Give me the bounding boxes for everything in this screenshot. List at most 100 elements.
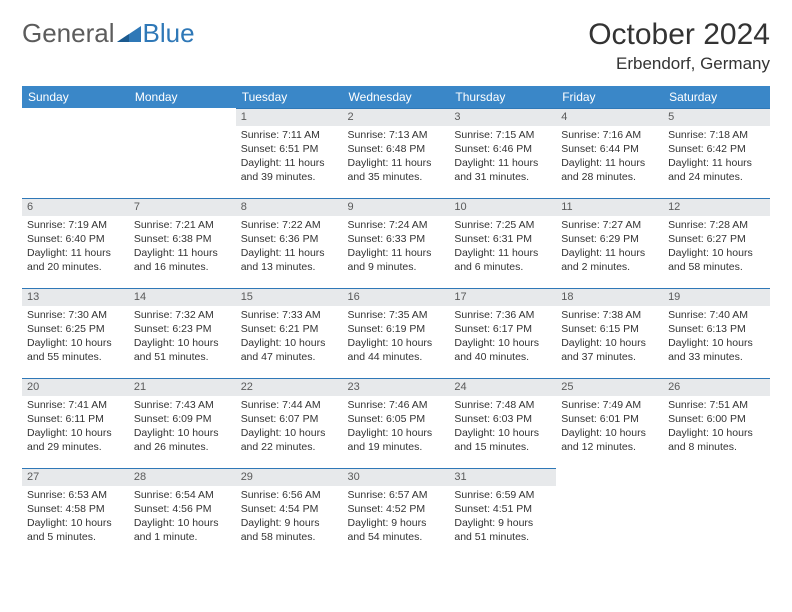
day-content: Sunrise: 7:28 AMSunset: 6:27 PMDaylight:… bbox=[663, 216, 770, 281]
day-number: 22 bbox=[236, 378, 343, 396]
calendar-cell: 26Sunrise: 7:51 AMSunset: 6:00 PMDayligh… bbox=[663, 378, 770, 468]
day-content: Sunrise: 7:44 AMSunset: 6:07 PMDaylight:… bbox=[236, 396, 343, 461]
day-content: Sunrise: 6:53 AMSunset: 4:58 PMDaylight:… bbox=[22, 486, 129, 551]
day-number: 28 bbox=[129, 468, 236, 486]
calendar-cell: 21Sunrise: 7:43 AMSunset: 6:09 PMDayligh… bbox=[129, 378, 236, 468]
day-content: Sunrise: 7:21 AMSunset: 6:38 PMDaylight:… bbox=[129, 216, 236, 281]
day-content: Sunrise: 7:33 AMSunset: 6:21 PMDaylight:… bbox=[236, 306, 343, 371]
logo-general-text: General bbox=[22, 18, 115, 49]
day-content: Sunrise: 7:38 AMSunset: 6:15 PMDaylight:… bbox=[556, 306, 663, 371]
day-number: 13 bbox=[22, 288, 129, 306]
calendar-cell: 20Sunrise: 7:41 AMSunset: 6:11 PMDayligh… bbox=[22, 378, 129, 468]
day-number: 7 bbox=[129, 198, 236, 216]
day-content: Sunrise: 7:25 AMSunset: 6:31 PMDaylight:… bbox=[449, 216, 556, 281]
day-content: Sunrise: 7:18 AMSunset: 6:42 PMDaylight:… bbox=[663, 126, 770, 191]
calendar-cell: 25Sunrise: 7:49 AMSunset: 6:01 PMDayligh… bbox=[556, 378, 663, 468]
calendar-cell: 15Sunrise: 7:33 AMSunset: 6:21 PMDayligh… bbox=[236, 288, 343, 378]
day-number: 23 bbox=[343, 378, 450, 396]
day-number: 9 bbox=[343, 198, 450, 216]
day-number: 20 bbox=[22, 378, 129, 396]
day-content: Sunrise: 6:57 AMSunset: 4:52 PMDaylight:… bbox=[343, 486, 450, 551]
day-number: 10 bbox=[449, 198, 556, 216]
day-header-row: SundayMondayTuesdayWednesdayThursdayFrid… bbox=[22, 86, 770, 108]
day-content: Sunrise: 7:11 AMSunset: 6:51 PMDaylight:… bbox=[236, 126, 343, 191]
day-number: 21 bbox=[129, 378, 236, 396]
title-block: October 2024 Erbendorf, Germany bbox=[588, 18, 770, 74]
day-number: 4 bbox=[556, 108, 663, 126]
day-number: 11 bbox=[556, 198, 663, 216]
day-number: 31 bbox=[449, 468, 556, 486]
calendar-cell: 27Sunrise: 6:53 AMSunset: 4:58 PMDayligh… bbox=[22, 468, 129, 558]
day-number: 1 bbox=[236, 108, 343, 126]
day-number: 24 bbox=[449, 378, 556, 396]
calendar-week: ..1Sunrise: 7:11 AMSunset: 6:51 PMDaylig… bbox=[22, 108, 770, 198]
day-content: Sunrise: 6:59 AMSunset: 4:51 PMDaylight:… bbox=[449, 486, 556, 551]
day-content: Sunrise: 7:40 AMSunset: 6:13 PMDaylight:… bbox=[663, 306, 770, 371]
day-content: Sunrise: 7:49 AMSunset: 6:01 PMDaylight:… bbox=[556, 396, 663, 461]
day-number: 18 bbox=[556, 288, 663, 306]
day-content: Sunrise: 7:36 AMSunset: 6:17 PMDaylight:… bbox=[449, 306, 556, 371]
month-title: October 2024 bbox=[588, 18, 770, 52]
calendar-cell: 19Sunrise: 7:40 AMSunset: 6:13 PMDayligh… bbox=[663, 288, 770, 378]
calendar-cell: 8Sunrise: 7:22 AMSunset: 6:36 PMDaylight… bbox=[236, 198, 343, 288]
calendar-body: .. 1Sunrise: 7:11 AMSunset: 6:51 PMDaylig… bbox=[22, 108, 770, 558]
day-number: 5 bbox=[663, 108, 770, 126]
day-header: Saturday bbox=[663, 86, 770, 108]
logo-blue-text: Blue bbox=[143, 18, 195, 49]
day-content: Sunrise: 7:16 AMSunset: 6:44 PMDaylight:… bbox=[556, 126, 663, 191]
day-number: 6 bbox=[22, 198, 129, 216]
day-content: Sunrise: 7:22 AMSunset: 6:36 PMDaylight:… bbox=[236, 216, 343, 281]
day-number: 16 bbox=[343, 288, 450, 306]
day-content: Sunrise: 7:43 AMSunset: 6:09 PMDaylight:… bbox=[129, 396, 236, 461]
calendar-cell: 9Sunrise: 7:24 AMSunset: 6:33 PMDaylight… bbox=[343, 198, 450, 288]
day-number: 19 bbox=[663, 288, 770, 306]
calendar-cell: 11Sunrise: 7:27 AMSunset: 6:29 PMDayligh… bbox=[556, 198, 663, 288]
day-number: 12 bbox=[663, 198, 770, 216]
day-content: Sunrise: 7:48 AMSunset: 6:03 PMDaylight:… bbox=[449, 396, 556, 461]
calendar-cell: 10Sunrise: 7:25 AMSunset: 6:31 PMDayligh… bbox=[449, 198, 556, 288]
calendar-cell: 7Sunrise: 7:21 AMSunset: 6:38 PMDaylight… bbox=[129, 198, 236, 288]
calendar-week: 6Sunrise: 7:19 AMSunset: 6:40 PMDaylight… bbox=[22, 198, 770, 288]
day-header: Monday bbox=[129, 86, 236, 108]
triangle-icon bbox=[117, 18, 141, 49]
day-content: Sunrise: 7:51 AMSunset: 6:00 PMDaylight:… bbox=[663, 396, 770, 461]
header: General Blue October 2024 Erbendorf, Ger… bbox=[22, 18, 770, 74]
calendar-cell: 13Sunrise: 7:30 AMSunset: 6:25 PMDayligh… bbox=[22, 288, 129, 378]
day-header: Tuesday bbox=[236, 86, 343, 108]
day-content: Sunrise: 7:24 AMSunset: 6:33 PMDaylight:… bbox=[343, 216, 450, 281]
day-content: Sunrise: 6:54 AMSunset: 4:56 PMDaylight:… bbox=[129, 486, 236, 551]
calendar-cell: 22Sunrise: 7:44 AMSunset: 6:07 PMDayligh… bbox=[236, 378, 343, 468]
day-content: Sunrise: 7:35 AMSunset: 6:19 PMDaylight:… bbox=[343, 306, 450, 371]
day-number: 29 bbox=[236, 468, 343, 486]
day-number: 8 bbox=[236, 198, 343, 216]
day-number: 17 bbox=[449, 288, 556, 306]
calendar-cell: 5Sunrise: 7:18 AMSunset: 6:42 PMDaylight… bbox=[663, 108, 770, 198]
day-number: 27 bbox=[22, 468, 129, 486]
calendar-cell: . bbox=[663, 468, 770, 558]
calendar-cell: 29Sunrise: 6:56 AMSunset: 4:54 PMDayligh… bbox=[236, 468, 343, 558]
calendar-cell: 18Sunrise: 7:38 AMSunset: 6:15 PMDayligh… bbox=[556, 288, 663, 378]
day-number: 25 bbox=[556, 378, 663, 396]
day-number: 14 bbox=[129, 288, 236, 306]
day-number: 15 bbox=[236, 288, 343, 306]
day-content: Sunrise: 7:27 AMSunset: 6:29 PMDaylight:… bbox=[556, 216, 663, 281]
calendar-cell: 28Sunrise: 6:54 AMSunset: 4:56 PMDayligh… bbox=[129, 468, 236, 558]
day-content: Sunrise: 7:46 AMSunset: 6:05 PMDaylight:… bbox=[343, 396, 450, 461]
calendar-cell: 30Sunrise: 6:57 AMSunset: 4:52 PMDayligh… bbox=[343, 468, 450, 558]
location: Erbendorf, Germany bbox=[588, 54, 770, 74]
calendar-cell: 31Sunrise: 6:59 AMSunset: 4:51 PMDayligh… bbox=[449, 468, 556, 558]
calendar-cell: 3Sunrise: 7:15 AMSunset: 6:46 PMDaylight… bbox=[449, 108, 556, 198]
day-content: Sunrise: 7:15 AMSunset: 6:46 PMDaylight:… bbox=[449, 126, 556, 191]
calendar-week: 27Sunrise: 6:53 AMSunset: 4:58 PMDayligh… bbox=[22, 468, 770, 558]
calendar-table: SundayMondayTuesdayWednesdayThursdayFrid… bbox=[22, 86, 770, 558]
calendar-cell: 24Sunrise: 7:48 AMSunset: 6:03 PMDayligh… bbox=[449, 378, 556, 468]
calendar-week: 20Sunrise: 7:41 AMSunset: 6:11 PMDayligh… bbox=[22, 378, 770, 468]
calendar-cell: 6Sunrise: 7:19 AMSunset: 6:40 PMDaylight… bbox=[22, 198, 129, 288]
calendar-week: 13Sunrise: 7:30 AMSunset: 6:25 PMDayligh… bbox=[22, 288, 770, 378]
calendar-cell: . bbox=[22, 108, 129, 198]
calendar-cell: 14Sunrise: 7:32 AMSunset: 6:23 PMDayligh… bbox=[129, 288, 236, 378]
calendar-cell: . bbox=[556, 468, 663, 558]
day-content: Sunrise: 7:32 AMSunset: 6:23 PMDaylight:… bbox=[129, 306, 236, 371]
day-content: Sunrise: 7:30 AMSunset: 6:25 PMDaylight:… bbox=[22, 306, 129, 371]
day-header: Friday bbox=[556, 86, 663, 108]
